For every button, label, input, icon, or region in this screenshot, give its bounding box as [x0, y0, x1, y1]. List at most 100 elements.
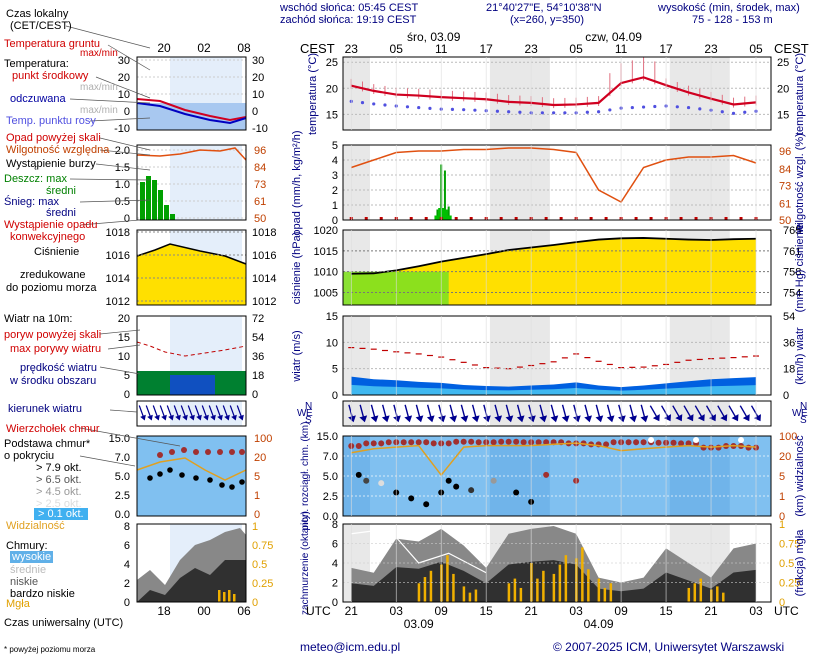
cloud-top-dot	[385, 439, 392, 446]
mini-wind-direction-arrow	[187, 405, 195, 421]
dew-point-dot	[597, 110, 601, 114]
legend-pressure-3: do poziomu morza	[6, 282, 97, 294]
wind-direction-arrow	[359, 404, 368, 423]
humidity-tick-right: 73	[779, 181, 791, 193]
mini-pressure-tick-right: 1018	[252, 227, 276, 239]
cloud-top-dot	[468, 438, 475, 445]
mini-panel-1-border	[136, 56, 247, 131]
legend-max-min-1: max/min	[80, 82, 118, 93]
cloud-top-dot	[520, 439, 527, 446]
visibility-line	[351, 442, 757, 477]
precip-tick-left: 1	[332, 200, 338, 212]
compass-right-1: W	[792, 408, 802, 419]
dew-point-dot	[495, 109, 500, 113]
pressure-mmhg-tick-right: 754	[783, 288, 801, 300]
wind-arrow-head	[404, 415, 413, 423]
mini-temp-tick-left: 0	[124, 106, 130, 118]
fog-bar	[597, 578, 601, 602]
cloud-base-dot	[363, 477, 370, 484]
legend-leader-line	[79, 199, 151, 203]
panel-4-night-band	[489, 316, 550, 395]
legend-felt: odczuwana	[10, 93, 66, 105]
wind-arrow-head	[348, 415, 356, 423]
mini-wind-direction-arrow	[201, 405, 209, 421]
cloud-top-dot	[498, 438, 505, 445]
mini-pressure-tick-right: 1012	[252, 296, 276, 308]
cloud-top-dot	[610, 439, 617, 446]
compass-left-0: N	[305, 401, 312, 412]
dew-point-dot	[507, 110, 511, 114]
mini-precip-tick-left: 1.5	[115, 162, 130, 174]
mini-panel-7-border	[136, 523, 247, 603]
mini-panel-5-night-band	[170, 401, 242, 426]
wind-arrow-head	[539, 415, 548, 423]
legend-temperature: Temperatura:	[4, 58, 69, 70]
pressure-area	[351, 237, 757, 305]
wind-arrow-head	[505, 415, 514, 423]
legend-okt-5: > 0.1 okt.	[34, 508, 88, 520]
wind-arrow-head	[449, 415, 458, 423]
mini-cloud-top-dot	[181, 447, 187, 453]
legend-snow: Śnieg: max	[4, 196, 60, 208]
wind-kmh-tick-right: 0	[783, 390, 789, 402]
mini-pressure-tick-right: 1016	[252, 250, 276, 262]
fog-bar	[722, 592, 725, 602]
dew-point-dot	[608, 108, 612, 112]
fog-bar	[536, 578, 539, 602]
mini-cloud-base-dot	[229, 484, 235, 490]
legend-wind-speed-1: prędkość wiatru	[20, 362, 98, 374]
local-tick: 23	[704, 42, 718, 56]
legend-leader-line	[69, 178, 151, 181]
convective-marker	[499, 217, 503, 220]
visibility-tick-right: 0	[779, 511, 785, 523]
mini-cloud-base-bg	[137, 436, 246, 516]
pressure-mmhg-tick-right: 761	[783, 246, 801, 258]
mini-temp-felt-line	[136, 102, 247, 125]
humidity-tick-right: 96	[779, 146, 791, 158]
fog-bar	[558, 564, 562, 602]
mini-wind-arrow-head	[182, 414, 188, 421]
mini-wind-arrow-head	[189, 414, 195, 421]
legend-leader-line	[107, 344, 141, 350]
mini-temp-tick-right: 30	[252, 55, 264, 67]
compass-right-3: S	[800, 415, 807, 426]
legend-leader-line	[79, 455, 136, 467]
compass-left-3: S	[305, 415, 312, 426]
dew-point-dot	[630, 105, 634, 110]
mini-panel-2-night-band	[170, 145, 242, 220]
wind-direction-arrow	[449, 404, 458, 423]
convective-marker	[379, 217, 383, 220]
mini-cloud-tick-left: 7.0	[115, 452, 130, 464]
cloud-top-dot	[355, 443, 362, 449]
legend-okt-3: > 4.5 okt.	[36, 486, 82, 498]
cloud-top-dot	[670, 439, 677, 446]
day-2-top-label: czw, 04.09	[585, 30, 642, 44]
mini-cloud-base-dot	[179, 472, 185, 478]
legend-gust-above: poryw powyżej skali	[4, 329, 102, 341]
mini-wind-area-night	[170, 375, 215, 395]
wind-direction-arrow	[649, 405, 660, 422]
mini-utc-tick: 00	[197, 604, 211, 618]
mini-wind-direction-arrow	[236, 405, 244, 421]
local-tick: 11	[615, 42, 628, 56]
mini-visibility-tick-right: 0	[254, 509, 260, 521]
cloud-top-dot	[678, 440, 685, 447]
grid-text: (x=260, y=350)	[510, 14, 584, 26]
compass-right-0: N	[800, 401, 807, 412]
contact-email[interactable]: meteo@icm.edu.pl	[300, 640, 401, 654]
fog-bar	[699, 578, 703, 602]
legend-snow-mean: średni	[46, 207, 76, 219]
mini-cloud-tick-left: 2.5	[115, 490, 130, 502]
panel-5-night-band	[343, 401, 370, 426]
wind-arrow-head	[697, 414, 705, 422]
cloud-cover-tick-left: 0	[332, 597, 338, 609]
legend-leader-line	[69, 98, 151, 104]
mini-wind-direction-arrow	[138, 405, 146, 421]
mini-precip-tick-left: 0.5	[115, 196, 130, 208]
cloud-top-dot	[363, 440, 370, 447]
pressure-tick-left: 1010	[314, 267, 338, 279]
legend-cloud-base-2: o pokryciu	[4, 450, 55, 462]
mini-wind-arrow-head	[147, 414, 153, 421]
wind-tick-left: 15	[326, 311, 338, 323]
local-tick: 23	[524, 42, 538, 56]
